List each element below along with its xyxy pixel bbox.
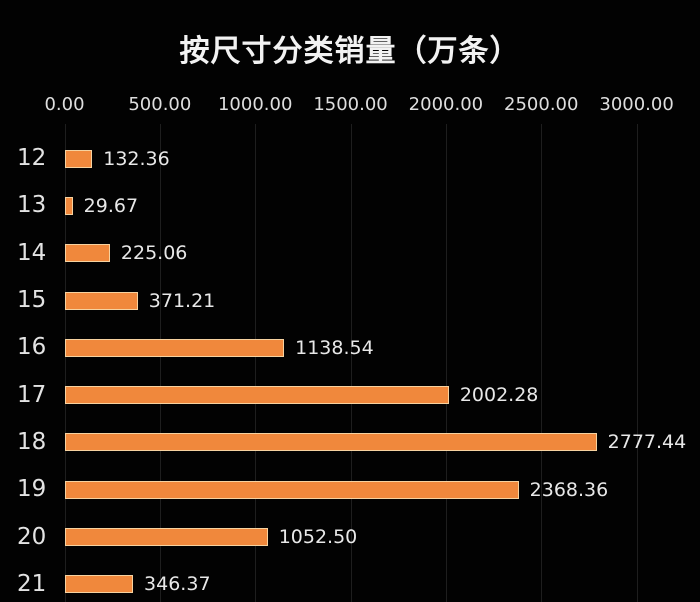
x-tick-label: 500.00 — [128, 94, 192, 115]
category-label: 15 — [17, 287, 47, 314]
category-label: 13 — [17, 192, 47, 219]
x-tick-label: 1500.00 — [313, 94, 388, 115]
bar — [65, 196, 73, 215]
x-tick-label: 1000.00 — [217, 94, 293, 115]
bar — [65, 480, 519, 499]
value-label: 225.06 — [120, 242, 188, 265]
bar — [65, 149, 93, 168]
x-axis: 0.00 500.00 1000.00 1500.00 2000.00 2500.00 30… — [0, 94, 700, 116]
gridline — [636, 124, 638, 602]
bar-row: 13 29.67 — [0, 182, 700, 229]
bar-row: 19 2368.36 — [0, 466, 700, 513]
value-label: 1138.54 — [295, 336, 374, 359]
gridlines — [0, 124, 700, 602]
bar-row: 12 132.36 — [0, 135, 700, 182]
bar-row: 16 1138.54 — [0, 324, 700, 371]
value-label: 371.21 — [148, 289, 216, 312]
bar-row: 15 371.21 — [0, 277, 700, 324]
gridline — [445, 124, 447, 602]
value-label: 29.67 — [83, 194, 139, 217]
bar-row: 14 225.06 — [0, 230, 700, 277]
gridline — [541, 124, 543, 602]
category-label: 16 — [17, 334, 47, 361]
category-label: 20 — [17, 523, 47, 550]
x-tick-label: 3000.00 — [599, 94, 674, 115]
category-label: 19 — [17, 476, 47, 503]
value-label: 1052.50 — [278, 526, 358, 549]
bar — [65, 291, 138, 310]
category-label: 17 — [17, 381, 47, 408]
bar-rows: 12 132.36 13 29.67 14 225.06 15 371.21 16 1138.54… — [0, 135, 700, 602]
value-label: 2002.28 — [459, 384, 539, 407]
gridline — [255, 124, 257, 602]
bar-row: 18 2777.44 — [0, 419, 700, 466]
value-label: 2368.36 — [529, 478, 609, 501]
bar — [65, 433, 597, 452]
x-tick-label: 2000.00 — [408, 94, 484, 115]
category-label: 12 — [17, 145, 47, 172]
category-label: 14 — [17, 239, 47, 266]
bar — [65, 528, 268, 547]
x-tick-label: 0.00 — [44, 94, 85, 115]
x-tick-label: 2500.00 — [504, 94, 579, 115]
value-label: 132.36 — [103, 147, 170, 170]
value-label: 346.37 — [144, 573, 211, 596]
value-label: 2777.44 — [607, 431, 687, 454]
bar — [65, 575, 134, 594]
gridline — [350, 124, 352, 602]
gridline — [159, 124, 161, 602]
bar-row: 20 1052.50 — [0, 513, 700, 560]
category-label: 21 — [17, 570, 47, 597]
bar — [65, 386, 449, 405]
category-label: 18 — [17, 428, 47, 455]
bar — [65, 338, 285, 357]
bar-row: 21 346.37 — [0, 561, 700, 602]
gridline — [64, 124, 66, 602]
chart-title: 按尺寸分类销量（万条） — [179, 34, 521, 69]
bar-row: 17 2002.28 — [0, 371, 700, 418]
bar — [65, 244, 110, 263]
